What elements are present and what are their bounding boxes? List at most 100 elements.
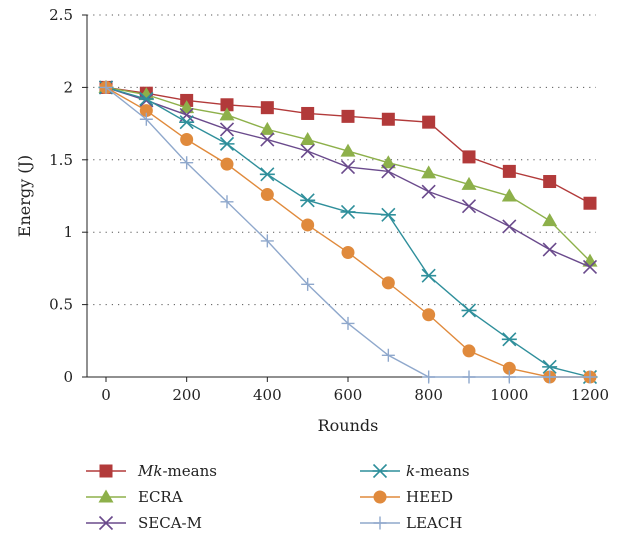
data-point — [461, 176, 477, 190]
legend-marker — [373, 490, 387, 504]
data-point — [179, 115, 195, 130]
data-point — [543, 370, 557, 384]
data-point — [381, 276, 395, 290]
x-tick-label: 1000 — [490, 386, 528, 404]
data-point — [381, 348, 395, 362]
x-tick-label: 0 — [101, 386, 111, 404]
data-point — [461, 199, 477, 214]
data-point — [501, 188, 517, 202]
series-k-means — [98, 80, 598, 385]
data-point — [259, 121, 275, 135]
y-tick-label: 0.5 — [49, 296, 73, 314]
series-lines — [98, 79, 598, 385]
x-tick-label: 800 — [414, 386, 443, 404]
data-point — [301, 218, 315, 232]
data-point — [259, 167, 275, 182]
legend-marker — [98, 489, 114, 503]
data-point — [422, 370, 436, 384]
data-point — [381, 112, 395, 126]
y-axis-label: Energy (J) — [15, 155, 34, 237]
legend-label: HEED — [406, 488, 453, 506]
data-point — [220, 195, 234, 209]
y-tick-label: 2.5 — [49, 6, 73, 24]
data-point — [583, 196, 597, 210]
legend-marker — [99, 464, 113, 478]
legend-item: k-means — [360, 462, 470, 480]
data-point — [180, 133, 194, 147]
data-point — [139, 104, 153, 118]
data-point — [300, 144, 315, 159]
data-point — [260, 101, 274, 115]
data-point — [300, 132, 316, 146]
x-tick-label: 400 — [253, 386, 282, 404]
tick-labels: 0 0.5 1 1.5 2 2.5 0 200 400 600 800 1000 1200 — [49, 6, 609, 404]
y-tick-label: 1.5 — [49, 151, 73, 169]
data-point — [542, 242, 557, 257]
grid-lines — [87, 14, 596, 306]
data-point — [138, 91, 154, 107]
data-point — [502, 370, 516, 384]
legend-item: LEACH — [360, 514, 462, 532]
data-point — [502, 219, 517, 234]
data-point — [501, 332, 517, 347]
data-point — [139, 93, 154, 108]
series-ecra — [98, 79, 598, 267]
data-point — [421, 268, 437, 283]
y-tick-label: 0 — [63, 368, 73, 386]
legend-item: ECRA — [86, 488, 183, 506]
data-point — [260, 234, 274, 248]
data-point — [583, 370, 597, 384]
data-point — [502, 164, 516, 178]
y-tick-label: 1 — [63, 223, 73, 241]
data-point — [219, 122, 235, 137]
data-point — [220, 98, 234, 112]
x-tick-label: 600 — [334, 386, 363, 404]
data-point — [340, 159, 356, 175]
legend-label: LEACH — [406, 514, 462, 532]
data-point — [219, 136, 235, 151]
legend-item: Mk-means — [86, 462, 217, 480]
data-point — [543, 175, 557, 189]
x-axis-label: Rounds — [318, 416, 379, 435]
data-point — [180, 156, 194, 170]
series-leach — [99, 80, 597, 384]
data-point — [461, 303, 477, 318]
data-point — [99, 80, 113, 94]
y-tick-label: 2 — [63, 78, 73, 96]
data-point — [179, 100, 195, 114]
legend-item: SECA-M — [86, 514, 202, 532]
data-point — [542, 359, 558, 374]
data-point — [341, 109, 355, 123]
data-point — [341, 316, 355, 330]
data-point — [502, 361, 516, 375]
data-point — [381, 164, 396, 179]
legend-label: ECRA — [138, 488, 183, 506]
axes — [82, 14, 596, 382]
data-point — [301, 277, 315, 291]
x-tick-label: 1200 — [571, 386, 609, 404]
data-point — [421, 184, 436, 199]
legend-label: SECA-M — [138, 514, 202, 532]
data-point — [542, 213, 558, 227]
data-point — [582, 259, 598, 275]
data-point — [340, 204, 356, 219]
data-point — [462, 370, 476, 384]
data-point — [422, 115, 436, 129]
data-point — [422, 308, 436, 322]
legend-marker — [98, 515, 114, 531]
x-tick-label: 200 — [172, 386, 201, 404]
data-point — [380, 207, 396, 222]
legend-marker — [372, 463, 388, 479]
data-point — [139, 112, 153, 126]
data-point — [260, 132, 275, 147]
legend-label: k-means — [406, 462, 470, 480]
legend-marker — [373, 516, 387, 530]
data-point — [219, 107, 235, 121]
data-point — [380, 155, 396, 169]
legend: Mk-means ECRA SECA-M k-means HEED LEACH — [86, 462, 470, 532]
data-point — [421, 165, 437, 179]
data-point — [340, 143, 356, 157]
data-point — [220, 157, 234, 171]
data-point — [462, 344, 476, 358]
